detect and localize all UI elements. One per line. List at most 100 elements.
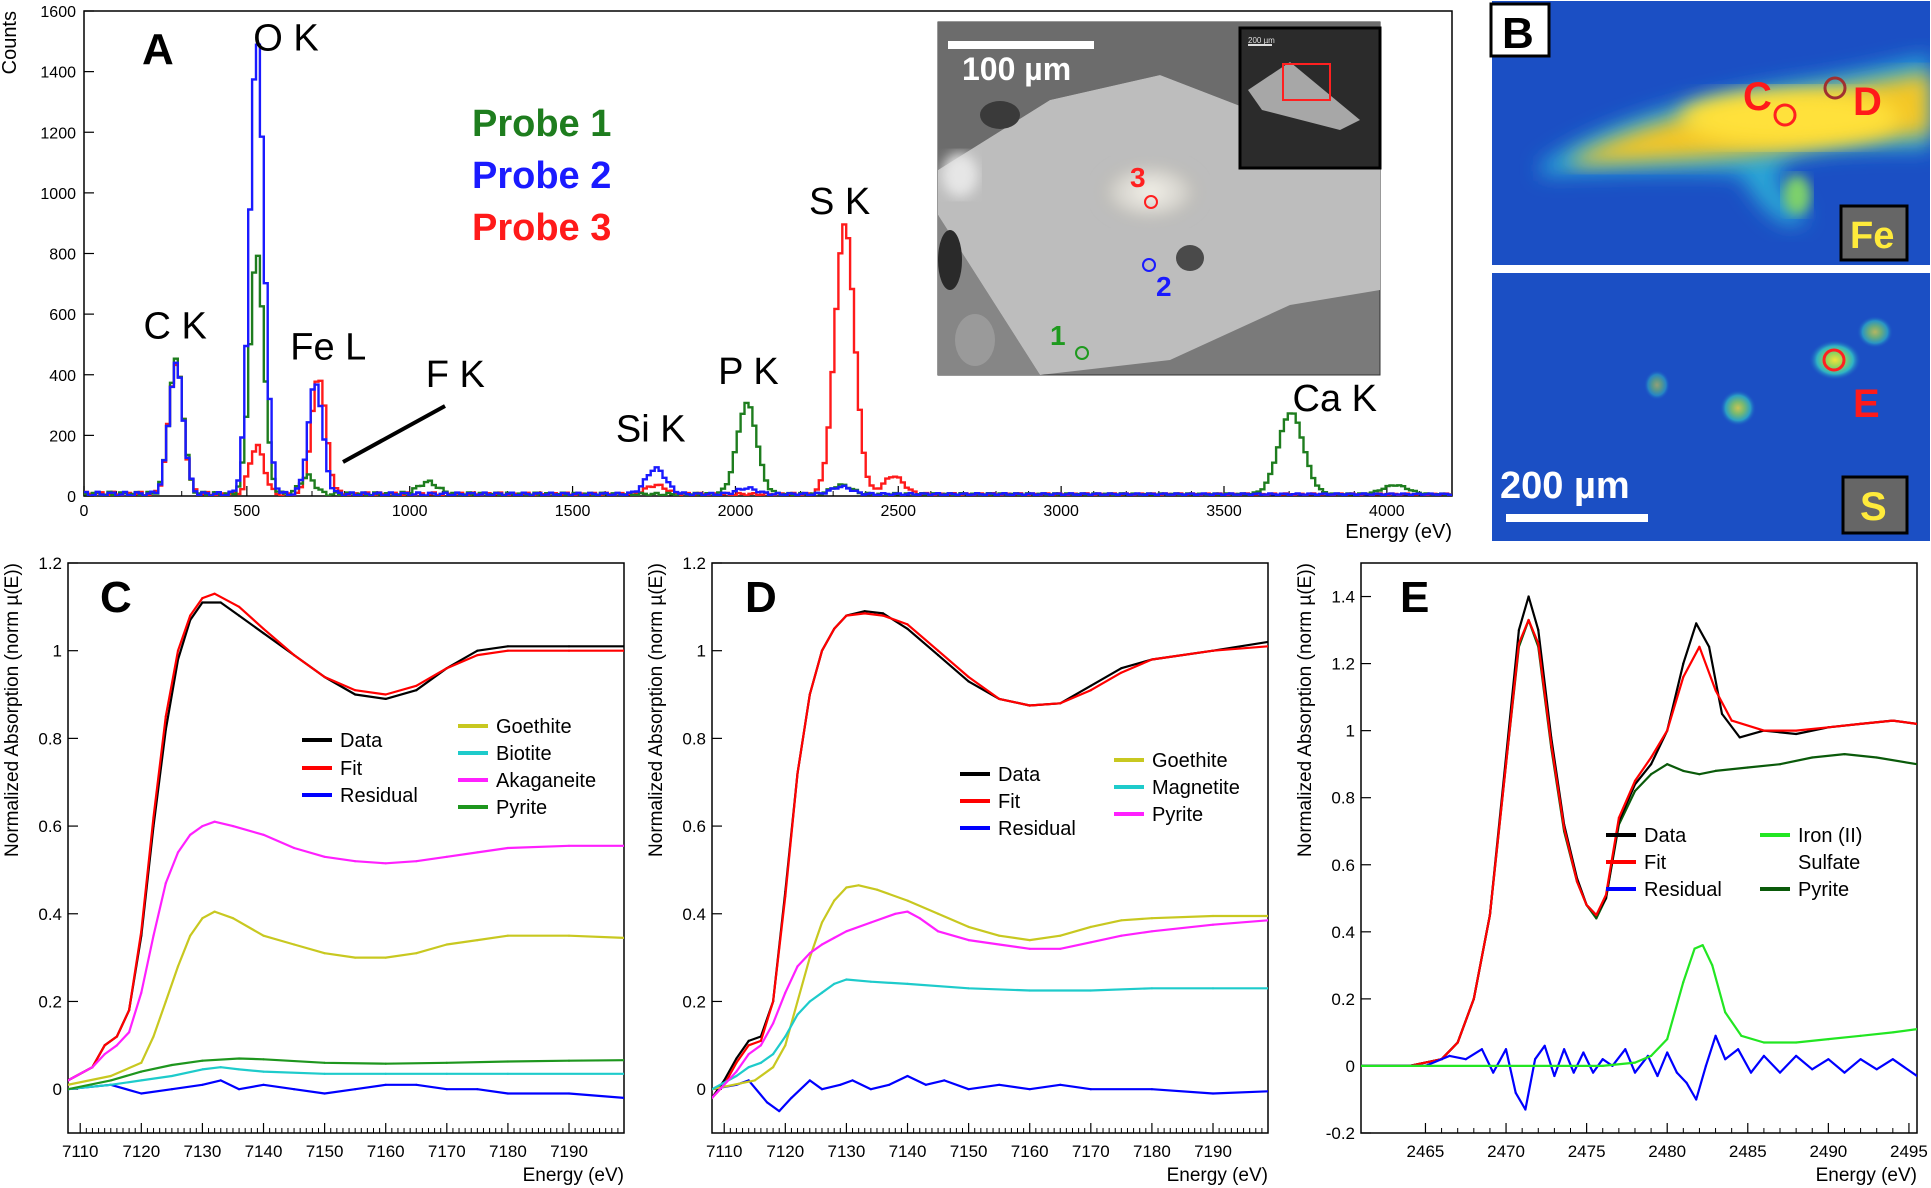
- point-akaganeite: [323, 855, 326, 858]
- point-data: [622, 645, 624, 648]
- point-magnetite: [1266, 987, 1268, 990]
- point-fit: [1915, 722, 1917, 725]
- point-residual: [1028, 1088, 1031, 1091]
- point-biotite: [238, 1068, 241, 1071]
- point-akaganeite: [201, 825, 204, 828]
- panel-c-plot-frame: [67, 562, 625, 1134]
- point-pyrite: [506, 1060, 509, 1063]
- series-akaganeite: [68, 820, 624, 1082]
- point-fit: [735, 1061, 738, 1064]
- y-tick-label: 600: [49, 307, 76, 324]
- point-residual: [1150, 1088, 1153, 1091]
- point-residual: [1685, 1081, 1688, 1084]
- y-tick-label: 0.2: [38, 992, 62, 1011]
- point-pyrite: [445, 1061, 448, 1064]
- point-pyrite: [937, 930, 940, 933]
- y-tick-label: 0.4: [38, 905, 62, 924]
- panel-d-axes: 7110 7120 7130 7140 7150 7160 7170 7180 7190 0 0.2…: [646, 554, 1268, 1186]
- point-pyrite: [1843, 753, 1846, 756]
- point-fit: [262, 627, 265, 630]
- panel-b: B C D Fe E 200 µm S: [1489, 0, 1931, 543]
- point-iron-ii-sulfate: [1633, 1061, 1637, 1064]
- y-tick-label: 0.6: [38, 817, 62, 836]
- panel-d: 7110 7120 7130 7140 7150 7160 7170 7180 7190 0 0.2…: [646, 554, 1269, 1186]
- legend-label-magnetite: Magnetite: [1152, 777, 1240, 799]
- point-residual: [1827, 1058, 1830, 1061]
- y-tick-label: 0: [53, 1080, 62, 1099]
- panel-a-spectra: [84, 43, 1452, 496]
- point-pyrite: [772, 1022, 775, 1025]
- point-residual: [839, 1083, 842, 1086]
- point-data: [1527, 595, 1530, 598]
- y-tick-label: 0.4: [682, 905, 706, 924]
- point-pyrite: [201, 1059, 204, 1062]
- point-fit: [1550, 743, 1553, 746]
- point-residual: [888, 1083, 891, 1086]
- x-tick-label: 1000: [392, 503, 428, 520]
- y-tick-label: 0: [697, 1080, 706, 1099]
- point-data: [415, 689, 418, 692]
- point-data: [384, 697, 387, 701]
- point-fit: [882, 614, 885, 617]
- x-tick-label: 7170: [428, 1142, 466, 1161]
- point-pyrite: [1211, 923, 1215, 926]
- point-residual: [1572, 1071, 1575, 1074]
- point-goethite: [808, 956, 811, 959]
- point-fit: [906, 623, 909, 626]
- point-residual: [170, 1088, 173, 1091]
- point-pyrite: [735, 1070, 738, 1073]
- x-axis-label: Energy (eV): [523, 1165, 624, 1186]
- point-pyrite: [998, 943, 1001, 946]
- point-data: [1738, 736, 1741, 739]
- point-magnetite: [906, 982, 909, 986]
- point-biotite: [201, 1068, 204, 1071]
- point-residual: [262, 1083, 265, 1086]
- probe-2-label: 2: [1156, 271, 1172, 302]
- peak-label-s-k: S K: [809, 181, 870, 223]
- point-fit: [1585, 903, 1588, 907]
- probe-2-marker: [1142, 258, 1156, 272]
- point-pyrite: [68, 1088, 70, 1091]
- point-akaganeite: [176, 851, 180, 854]
- point-residual: [869, 1088, 873, 1091]
- point-data: [1795, 732, 1798, 736]
- s-element-label: S: [1860, 485, 1887, 529]
- point-fit: [1089, 689, 1092, 692]
- point-residual: [1675, 1071, 1678, 1074]
- point-residual: [1480, 1048, 1483, 1051]
- x-tick-label: 7190: [1194, 1142, 1232, 1161]
- point-data: [967, 680, 970, 683]
- point-goethite: [937, 912, 940, 915]
- point-pyrite: [1595, 917, 1598, 920]
- point-fit: [1650, 756, 1653, 759]
- series-fit: [68, 592, 624, 1082]
- point-akaganeite: [152, 934, 155, 937]
- point-fit: [1682, 675, 1685, 679]
- point-magnetite: [712, 1088, 714, 1091]
- point-iron-ii-sulfate: [1666, 1038, 1669, 1041]
- panel-e-axes: 2465 2470 2475 2480 2485 2490 2495 -0.2 0 0.2 0.4 0…: [1295, 563, 1928, 1186]
- point-fit: [1504, 763, 1508, 766]
- point-pyrite: [1682, 769, 1685, 773]
- peak-label-c-k: C K: [144, 305, 207, 347]
- x-tick-label: 3000: [1043, 503, 1079, 520]
- point-pyrite: [1666, 763, 1669, 766]
- point-data: [201, 601, 204, 604]
- point-fit: [1666, 729, 1669, 732]
- panel-c: 7110 7120 7130 7140 7150 7160 7170 7180 7190 0 0.2…: [2, 554, 625, 1186]
- point-fit: [1028, 704, 1031, 707]
- y-tick-label: 0.2: [1331, 990, 1355, 1009]
- point-pyrite: [238, 1057, 241, 1060]
- marker-e-label: E: [1853, 382, 1880, 426]
- point-residual: [924, 1083, 927, 1086]
- legend-probe-2: Probe 2: [472, 155, 611, 197]
- point-fit: [1762, 729, 1765, 732]
- legend-label-fit: Fit: [1644, 852, 1667, 874]
- x-tick-label: 2480: [1648, 1142, 1686, 1161]
- point-pyrite: [140, 1070, 143, 1073]
- point-biotite: [262, 1070, 265, 1073]
- point-residual: [219, 1079, 222, 1082]
- y-tick-label: 1: [53, 642, 62, 661]
- point-residual: [1089, 1088, 1092, 1091]
- point-residual: [293, 1088, 296, 1091]
